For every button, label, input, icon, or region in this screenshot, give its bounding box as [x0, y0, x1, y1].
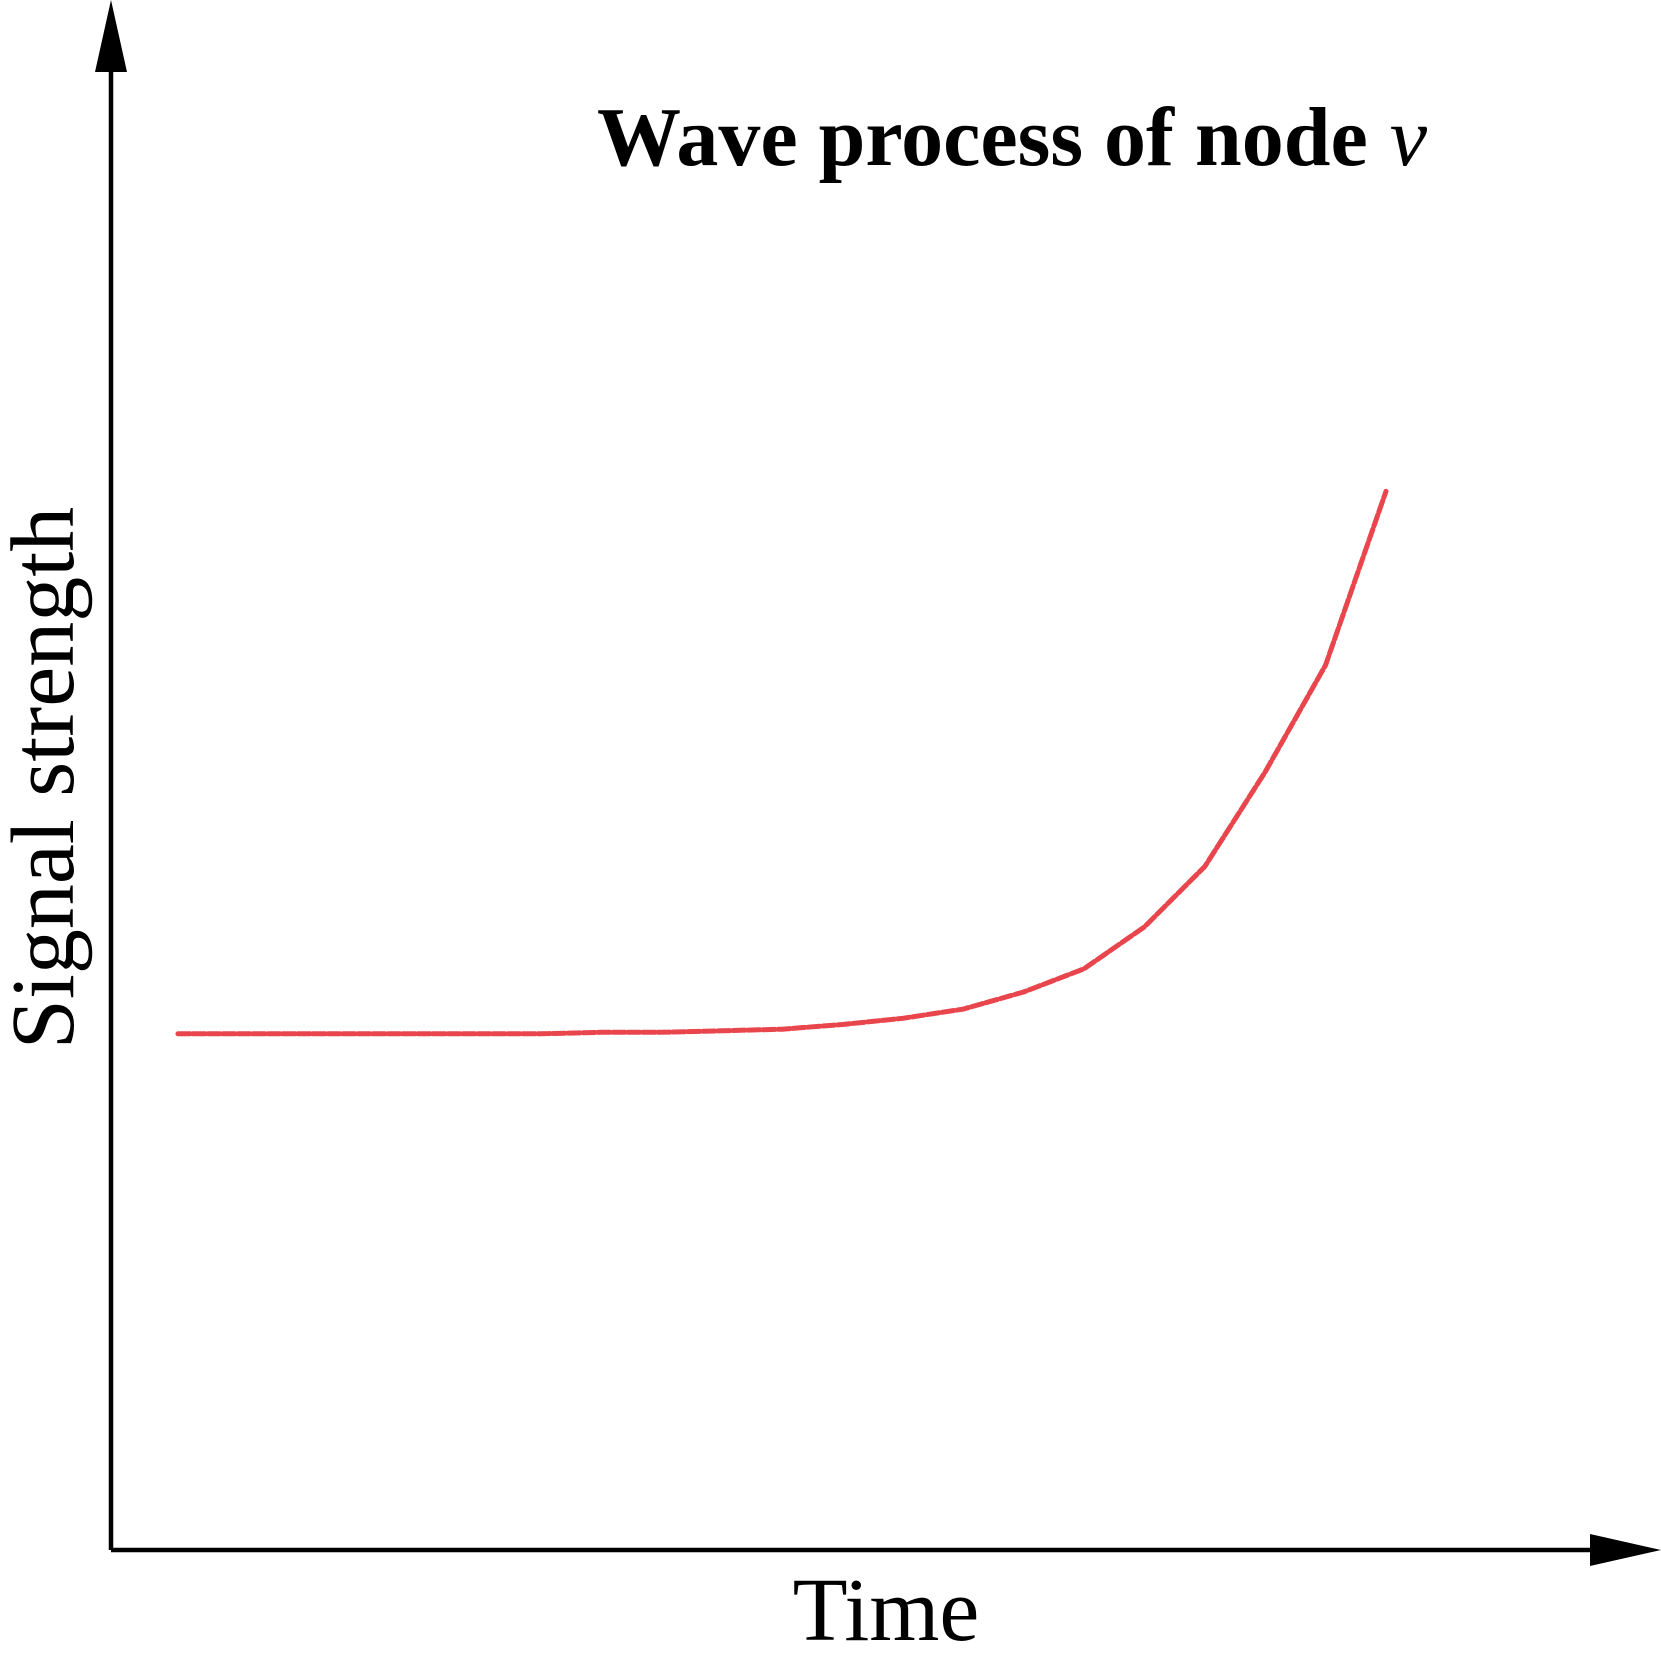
x-axis-arrow [1590, 1534, 1661, 1566]
y-axis-arrow [95, 0, 127, 72]
chart-title: Wave process of node v [597, 91, 1428, 184]
y-axis-label: Signal strength [0, 507, 93, 1049]
x-axis-label: Time [793, 1561, 980, 1660]
series-line-0 [175, 488, 1389, 1037]
series-layer [175, 488, 1389, 1037]
